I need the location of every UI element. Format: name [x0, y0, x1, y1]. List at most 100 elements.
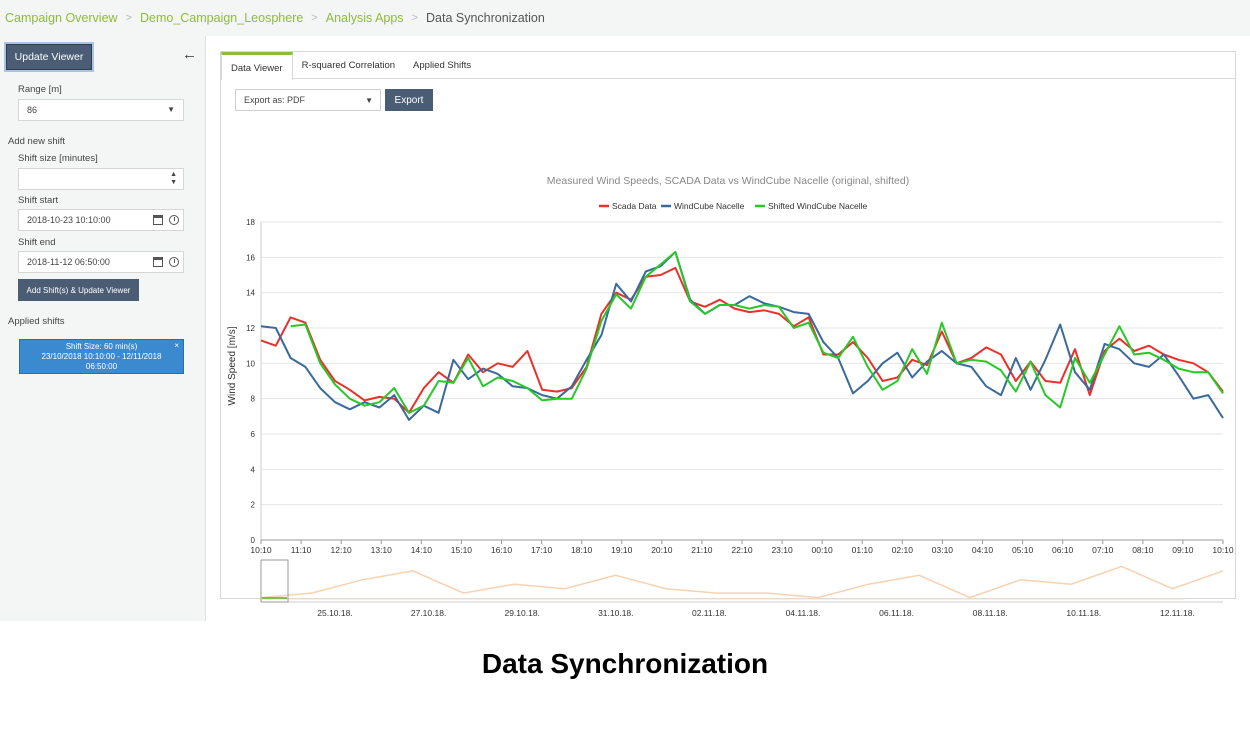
legend-label: WindCube Nacelle: [674, 201, 745, 211]
navigator-date-label: 04.11.18.: [786, 608, 821, 617]
legend-item[interactable]: Shifted WindCube Nacelle: [755, 201, 867, 211]
main-panel: Data Viewer R-squared Correlation Applie…: [220, 51, 1236, 617]
chart-legend: Scada Data WindCube Nacelle Shifted WindCu…: [599, 201, 867, 211]
page-caption: Data Synchronization: [481, 648, 769, 679]
shift-start-label: Shift start: [18, 195, 59, 206]
tab-r-squared-correlation[interactable]: R-squared Correlation: [301, 60, 396, 71]
x-tick-label: 06:10: [1052, 545, 1074, 555]
y-tick-label: 10: [246, 359, 255, 368]
x-axis: 10:10 11:10 12:10 13:10 14:10 15:10 16:10 17:10…: [250, 539, 1234, 555]
range-label: Range [m]: [18, 84, 62, 95]
add-new-shift-label: Add new shift: [8, 136, 66, 147]
navigator-date-label: 27.10.18.: [411, 608, 446, 617]
x-tick-label: 10:10: [250, 545, 272, 555]
calendar-icon[interactable]: [153, 215, 163, 225]
shift-end-input[interactable]: 2018-11-12 06:50:00: [18, 251, 184, 273]
shift-start-input[interactable]: 2018-10-23 10:10:00: [18, 209, 184, 231]
export-format-value: Export as: PDF: [244, 95, 306, 105]
export-format-select[interactable]: Export as: PDF ▼: [235, 89, 381, 111]
tab-bar: Data Viewer R-squared Correlation Applie…: [221, 52, 1235, 80]
clock-icon[interactable]: [169, 215, 179, 225]
add-shift-button[interactable]: Add Shift(s) & Update Viewer: [18, 279, 139, 301]
x-tick-label: 00:10: [812, 545, 834, 555]
caret-down-icon: ▼: [365, 96, 373, 105]
stepper-icon[interactable]: ▲ ▼: [170, 171, 177, 186]
x-tick-label: 18:10: [571, 545, 593, 555]
applied-shift-item[interactable]: × Shift Size: 60 min(s) 23/10/2018 10:10…: [19, 339, 184, 374]
navigator-date-label: 29.10.18.: [504, 608, 539, 617]
applied-shift-range-end: 06:50:00: [85, 362, 118, 371]
navigator-date-label: 12.11.18.: [1160, 608, 1195, 617]
navigator-date-label: 06.11.18.: [879, 608, 914, 617]
x-tick-label: 16:10: [491, 545, 513, 555]
navigator-date-label: 08.11.18.: [973, 608, 1008, 617]
y-tick-label: 0: [251, 536, 256, 545]
x-tick-label: 03:10: [932, 545, 954, 555]
shift-size-input[interactable]: ▲ ▼: [18, 168, 184, 190]
navigator-date-label: 02.11.18.: [692, 608, 727, 617]
chevron-right-icon: >: [311, 12, 318, 24]
y-tick-label: 14: [246, 289, 255, 298]
breadcrumb-current: Data Synchronization: [426, 11, 545, 25]
sidebar: Update Viewer ← Range [m] 86 ▼ Add new s…: [0, 36, 206, 621]
arrow-left-icon[interactable]: ←: [182, 46, 197, 63]
shift-size-label: Shift size [minutes]: [18, 153, 98, 164]
close-icon[interactable]: ×: [174, 341, 179, 350]
x-tick-label: 11:10: [291, 545, 312, 555]
shift-end-value: 2018-11-12 06:50:00: [27, 257, 110, 267]
x-tick-label: 14:10: [411, 545, 433, 555]
shift-end-label: Shift end: [18, 237, 56, 248]
shift-start-value: 2018-10-23 10:10:00: [27, 215, 111, 225]
range-value: 86: [27, 105, 38, 115]
navigator-date-label: 10.11.18.: [1066, 608, 1101, 617]
x-tick-label: 08:10: [1132, 545, 1154, 555]
x-tick-label: 02:10: [892, 545, 914, 555]
wind-speed-chart: Measured Wind Speeds, SCADA Data vs Wind…: [227, 175, 1234, 617]
x-tick-label: 04:10: [972, 545, 994, 555]
legend-item[interactable]: WindCube Nacelle: [661, 201, 745, 211]
chevron-right-icon: >: [411, 12, 418, 24]
breadcrumb-campaign[interactable]: Demo_Campaign_Leosphere: [139, 11, 304, 25]
y-tick-label: 8: [251, 395, 256, 404]
chart-series: [260, 251, 1224, 421]
x-tick-label: 13:10: [371, 545, 393, 555]
x-tick-label: 12:10: [331, 545, 353, 555]
series-line-shifted-windcube-nacelle: [290, 251, 1224, 414]
y-tick-label: 18: [246, 218, 255, 227]
applied-shift-size: Shift Size: 60 min(s): [65, 342, 138, 351]
chevron-right-icon: >: [125, 12, 132, 24]
x-tick-label: 05:10: [1012, 545, 1034, 555]
y-tick-label: 2: [251, 501, 256, 510]
legend-item[interactable]: Scada Data: [599, 201, 657, 211]
navigator-handle[interactable]: [260, 559, 289, 603]
chart-navigator[interactable]: 25.10.18. 27.10.18. 29.10.18. 31.10.18. 02.1…: [260, 559, 1224, 617]
update-viewer-button[interactable]: Update Viewer: [6, 44, 92, 70]
x-tick-label: 20:10: [651, 545, 673, 555]
x-tick-label: 01:10: [852, 545, 874, 555]
x-tick-label: 09:10: [1172, 545, 1194, 555]
x-tick-label: 17:10: [531, 545, 553, 555]
y-tick-label: 12: [246, 324, 255, 333]
x-tick-label: 23:10: [771, 545, 793, 555]
export-button[interactable]: Export: [385, 89, 433, 111]
y-tick-label: 16: [246, 253, 255, 262]
calendar-icon[interactable]: [153, 257, 163, 267]
applied-shifts-label: Applied shifts: [8, 316, 65, 327]
chart-grid: [261, 221, 1223, 541]
tab-applied-shifts[interactable]: Applied Shifts: [413, 60, 472, 71]
navigator-series: [260, 565, 1224, 599]
breadcrumb-analysis-apps[interactable]: Analysis Apps: [325, 11, 404, 25]
caret-down-icon: ▼: [167, 105, 175, 114]
y-tick-label: 4: [251, 465, 256, 474]
breadcrumb-campaign-overview[interactable]: Campaign Overview: [5, 11, 118, 25]
range-select[interactable]: 86 ▼: [18, 99, 184, 121]
navigator-date-label: 25.10.18.: [317, 608, 352, 617]
x-tick-label: 07:10: [1092, 545, 1114, 555]
x-tick-label: 15:10: [451, 545, 473, 555]
clock-icon[interactable]: [169, 257, 179, 267]
x-tick-label: 10:10: [1212, 545, 1234, 555]
tab-data-viewer[interactable]: Data Viewer: [221, 52, 293, 80]
x-tick-label: 21:10: [691, 545, 713, 555]
breadcrumb: Campaign Overview > Demo_Campaign_Leosph…: [0, 0, 1250, 36]
y-tick-label: 6: [251, 430, 256, 439]
